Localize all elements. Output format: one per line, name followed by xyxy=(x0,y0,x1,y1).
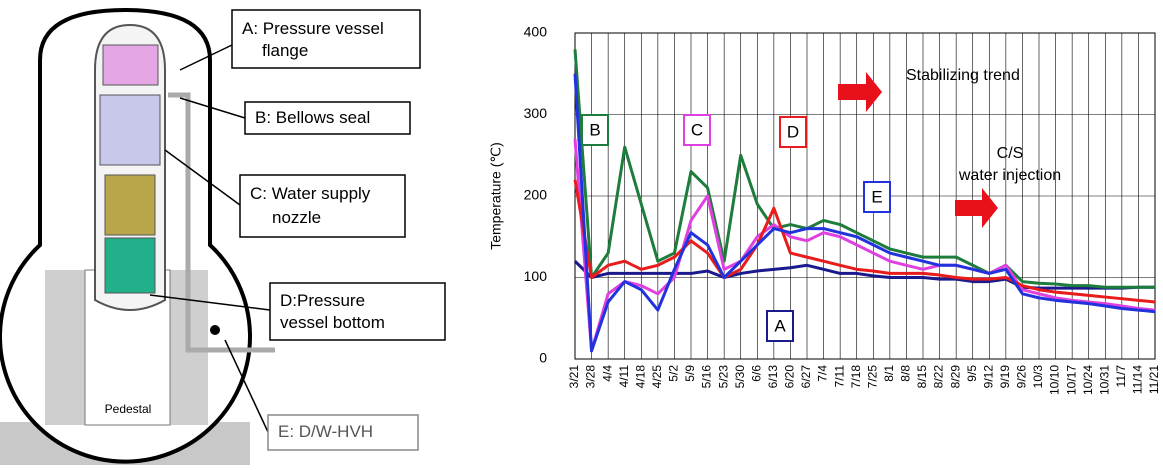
x-tick-label: 10/24 xyxy=(1081,365,1095,395)
x-tick-label: 7/25 xyxy=(865,365,879,389)
x-tick-label: 4/25 xyxy=(650,365,664,389)
reactor-diagram: Pedestal xyxy=(0,10,275,465)
callout-e: E: D/W-HVH xyxy=(278,422,373,441)
callout-b: B: Bellows seal xyxy=(255,108,370,127)
legend-label: A xyxy=(774,316,786,335)
legend-label: B xyxy=(589,120,600,139)
x-tick-label: 5/9 xyxy=(683,365,697,382)
x-tick-label: 7/18 xyxy=(849,365,863,389)
x-tick-label: 10/31 xyxy=(1097,365,1111,395)
x-tick-label: 4/18 xyxy=(633,365,647,389)
x-tick-label: 11/21 xyxy=(1147,365,1161,394)
x-tick-label: 3/28 xyxy=(584,365,598,389)
callout-boxes xyxy=(232,10,445,450)
x-tick-label: 11/14 xyxy=(1131,365,1145,394)
x-tick-label: 9/19 xyxy=(998,365,1012,389)
x-tick-label: 10/3 xyxy=(1031,365,1045,389)
legend-label: C xyxy=(691,120,703,139)
x-tick-label: 9/12 xyxy=(981,365,995,389)
y-tick-label: 300 xyxy=(524,105,548,121)
x-tick-label: 3/21 xyxy=(567,365,581,389)
x-tick-label: 6/13 xyxy=(766,365,780,389)
x-tick-label: 8/15 xyxy=(915,365,929,389)
x-tick-label: 7/11 xyxy=(832,365,846,388)
pedestal-label: Pedestal xyxy=(105,402,152,416)
x-tick-label: 11/7 xyxy=(1114,365,1128,388)
x-tick-label: 9/5 xyxy=(965,365,979,382)
legend-label: E xyxy=(871,187,882,206)
x-tick-label: 10/17 xyxy=(1064,365,1078,395)
x-tick-label: 6/6 xyxy=(749,365,763,382)
y-tick-label: 0 xyxy=(539,350,547,366)
page: Pedestal A: Pressure vesselflange B: Bel… xyxy=(0,0,1163,465)
y-tick-label: 200 xyxy=(524,187,548,203)
y-tick-label: 400 xyxy=(524,24,548,40)
annotation: Stabilizing trend xyxy=(906,67,1020,84)
legend-label: D xyxy=(787,122,799,141)
x-tick-label: 8/22 xyxy=(932,365,946,389)
x-tick-label: 4/4 xyxy=(600,365,614,382)
x-tick-label: 10/10 xyxy=(1048,365,1062,395)
x-tick-label: 5/2 xyxy=(667,365,681,382)
y-axis-title: Temperature (℃) xyxy=(488,142,504,250)
x-tick-label: 7/4 xyxy=(816,365,830,382)
x-tick-label: 6/20 xyxy=(783,365,797,389)
x-tick-label: 8/29 xyxy=(948,365,962,389)
x-tick-label: 6/27 xyxy=(799,365,813,389)
x-tick-label: 5/16 xyxy=(700,365,714,389)
x-tick-label: 4/11 xyxy=(617,365,631,388)
y-tick-label: 100 xyxy=(524,268,548,284)
x-tick-label: 8/1 xyxy=(882,365,896,382)
x-tick-label: 9/26 xyxy=(1015,365,1029,389)
x-tick-label: 5/23 xyxy=(716,365,730,389)
x-tick-label: 5/30 xyxy=(733,365,747,389)
x-tick-label: 8/8 xyxy=(899,365,913,382)
